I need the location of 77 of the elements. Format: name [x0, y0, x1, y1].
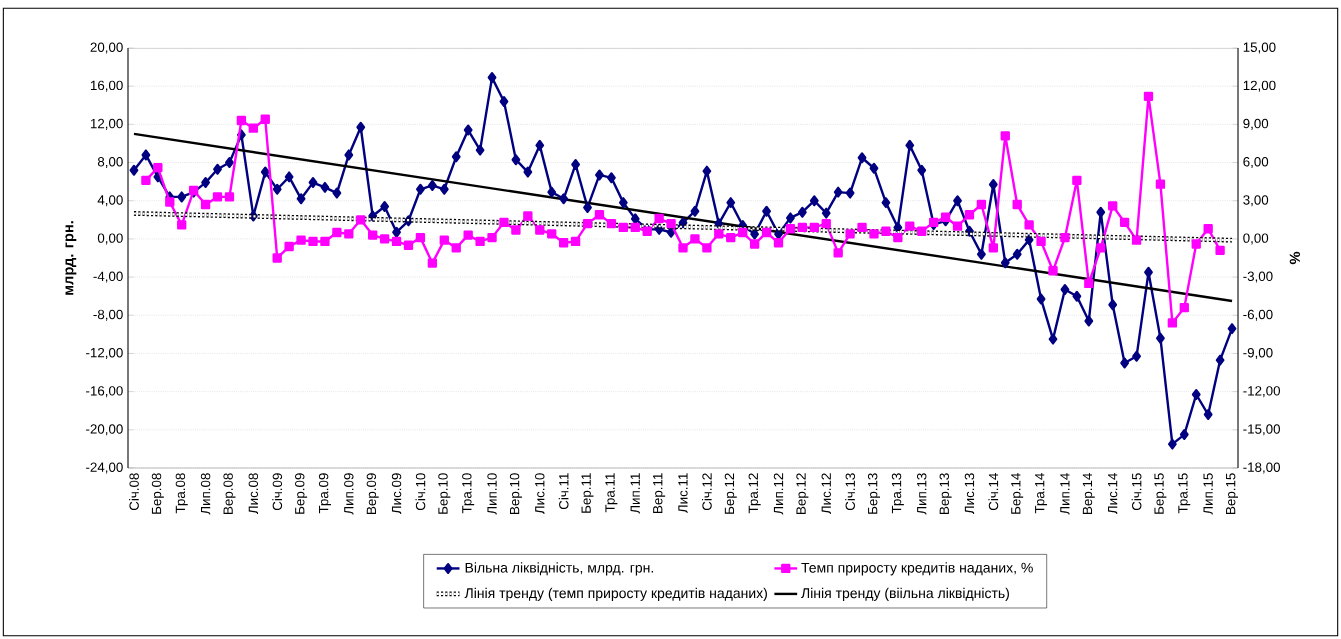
- x-tick-label: Вер.10: [509, 473, 522, 514]
- y-tick-label: 20,00: [90, 42, 123, 54]
- x-tick-label: Бер.14: [1011, 473, 1024, 514]
- x-tick-label: Вер.08: [223, 473, 236, 514]
- y2-tick-label: 15,00: [1243, 42, 1276, 54]
- y-tick-label: 0,00: [97, 233, 123, 245]
- x-tick-label: Тра.14: [1035, 473, 1048, 514]
- x-tick-label: Лис.14: [1108, 473, 1118, 514]
- x-tick-label: Лис.11: [678, 473, 688, 513]
- y-tick-label: -16,00: [86, 386, 123, 398]
- x-tick-label: Вер.12: [796, 473, 809, 514]
- x-tick-label: Вер.11: [653, 473, 666, 513]
- x-tick-label: Січ.09: [272, 473, 283, 511]
- x-tick-label: Лис.13: [964, 473, 975, 514]
- y-tick-label: 4,00: [97, 195, 123, 207]
- x-tick-label: Вер.15: [1226, 473, 1239, 514]
- x-tick-label: Тра.12: [748, 473, 761, 514]
- y2-tick-label: 3,00: [1243, 195, 1269, 207]
- x-tick-label: Січ.10: [415, 473, 426, 511]
- legend-label: Лінія тренду (темп приросту кредитів наданих): [464, 587, 767, 601]
- x-tick-label: Лип.08: [200, 473, 211, 515]
- y-tick-label: 8,00: [97, 157, 123, 169]
- x-tick-label: Лис.12: [821, 473, 831, 514]
- x-tick-label: Січ.08: [129, 473, 139, 511]
- x-tick-label: Тра.08: [175, 473, 188, 514]
- x-tick-label: Бер.10: [438, 473, 451, 514]
- x-tick-label: Бер.11: [581, 473, 594, 513]
- x-tick-label: Лис.10: [535, 473, 545, 514]
- y-tick-label: 16,00: [90, 80, 123, 92]
- x-tick-label: Лип.11: [630, 473, 640, 514]
- x-tick-label: Бер.08: [151, 473, 164, 514]
- x-tick-label: Лис.08: [248, 473, 259, 514]
- x-tick-label: Лип.15: [1203, 473, 1213, 515]
- legend-label: Лінія тренду (віільна ліквідність): [801, 587, 1009, 601]
- x-tick-label: Лис.09: [391, 473, 402, 514]
- x-tick-label: Тра.13: [891, 473, 904, 514]
- x-tick-label: Тра.10: [462, 473, 475, 514]
- x-tick-label: Лип.13: [917, 473, 927, 515]
- x-tick-label: Січ.12: [701, 473, 712, 511]
- y-tick-label: -24,00: [86, 462, 123, 474]
- legend-label: Темп приросту кредитів наданих, %: [801, 562, 1033, 576]
- y-tick-label: -20,00: [86, 424, 123, 436]
- x-tick-label: Вер.13: [939, 473, 952, 514]
- y-axis-title: млрд. грн.: [65, 221, 77, 295]
- x-tick-label: Січ.11: [558, 473, 569, 510]
- x-tick-label: Вер.09: [366, 473, 379, 514]
- y2-tick-label: -15,00: [1243, 424, 1281, 436]
- y2-tick-label: -18,00: [1243, 462, 1281, 474]
- x-tick-label: Бер.09: [295, 473, 308, 514]
- x-tick-label: Лип.14: [1060, 473, 1070, 515]
- y2-tick-label: -12,00: [1243, 386, 1281, 398]
- legend-label: Вільна ліквідність, млрд. грн.: [465, 562, 653, 576]
- x-tick-label: Тра.11: [605, 473, 618, 513]
- x-tick-label: Вер.14: [1082, 473, 1095, 514]
- x-tick-label: Бер.15: [1154, 473, 1167, 514]
- y2-tick-label: -3,00: [1243, 271, 1273, 283]
- x-tick-label: Січ.15: [1131, 473, 1142, 511]
- x-tick-label: Січ.13: [845, 473, 855, 511]
- y-tick-label: -12,00: [86, 347, 123, 359]
- y-tick-label: -4,00: [93, 271, 123, 283]
- y2-tick-label: 9,00: [1243, 118, 1269, 130]
- x-tick-label: Лип.09: [344, 473, 354, 515]
- x-tick-label: Бер.13: [867, 473, 881, 514]
- x-tick-label: Тра.09: [318, 473, 331, 514]
- y2-tick-label: 12,00: [1243, 80, 1276, 92]
- x-tick-label: Лип.10: [487, 473, 497, 515]
- x-tick-label: Січ.14: [988, 473, 999, 511]
- y2-axis-title: %: [1289, 251, 1300, 265]
- y2-tick-label: 0,00: [1243, 233, 1269, 245]
- y2-tick-label: -9,00: [1243, 347, 1273, 359]
- y-tick-label: 12,00: [90, 118, 123, 130]
- x-tick-label: Лип.12: [773, 473, 784, 515]
- y2-tick-label: 6,00: [1243, 157, 1269, 169]
- x-tick-label: Бер.12: [724, 473, 737, 514]
- x-tick-label: Тра.15: [1178, 473, 1191, 514]
- y-tick-label: -8,00: [93, 309, 123, 321]
- y2-tick-label: -6,00: [1243, 309, 1273, 321]
